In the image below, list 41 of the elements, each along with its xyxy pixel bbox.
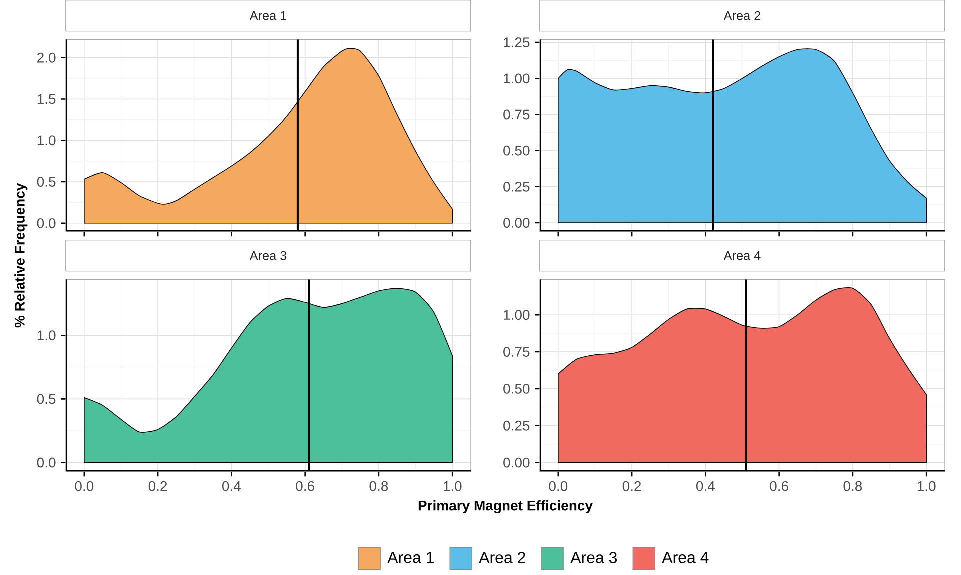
- text: Area 2: [479, 552, 526, 564]
- x-axis-title: Primary Magnet Efficiency: [418, 500, 593, 514]
- y-tick-label: 1.00: [504, 310, 530, 320]
- y-tick-label: 0.50: [504, 384, 530, 394]
- chart-title: Area 3: [250, 252, 287, 260]
- x-tick-label: 0.0: [549, 482, 568, 492]
- y-tick-label: 0.50: [504, 146, 530, 156]
- x-tick-label: 0.4: [696, 482, 715, 492]
- y-tick-label: 1.0: [38, 330, 56, 341]
- y-tick-label: 0.5: [37, 394, 56, 404]
- x-tick-label: 0.2: [148, 482, 168, 492]
- x-tick-label: 0.2: [622, 482, 642, 492]
- chart-title: Area 2: [724, 12, 761, 20]
- y-axis-title: % Relative Frequency: [14, 184, 28, 328]
- y-tick-label: 1.5: [38, 94, 56, 104]
- y-tick-label: 1.25: [504, 38, 530, 48]
- y-tick-label: 0.75: [504, 110, 530, 120]
- chart-title: Area 4: [724, 252, 761, 260]
- x-tick-label: 0.4: [222, 482, 241, 492]
- y-tick-label: 0.5: [37, 177, 56, 188]
- y-tick-label: 0.0: [37, 458, 56, 468]
- x-tick-label: 0.6: [296, 482, 314, 492]
- y-tick-label: 0.25: [504, 421, 530, 432]
- text: Area 4: [662, 552, 709, 564]
- x-tick-label: 0.8: [370, 482, 388, 492]
- x-tick-label: 0.8: [844, 482, 862, 492]
- y-tick-label: 1.0: [38, 136, 56, 146]
- y-tick-label: 0.0: [37, 218, 56, 229]
- x-tick-label: 1.0: [444, 482, 462, 492]
- y-tick-label: 1.00: [504, 74, 530, 84]
- y-tick-label: 0.25: [504, 182, 530, 192]
- x-tick-label: 0.0: [75, 482, 94, 492]
- y-tick-label: 0.75: [504, 347, 530, 358]
- legend-label: Area 1: [388, 552, 434, 564]
- text: Area 3: [570, 552, 618, 564]
- x-tick-label: 0.6: [770, 482, 788, 492]
- y-tick-label: 2.0: [38, 53, 56, 64]
- x-tick-label: 1.0: [918, 482, 936, 492]
- y-tick-label: 0.00: [504, 458, 530, 468]
- y-tick-label: 0.00: [504, 218, 530, 228]
- chart-title: Area 1: [250, 12, 287, 20]
